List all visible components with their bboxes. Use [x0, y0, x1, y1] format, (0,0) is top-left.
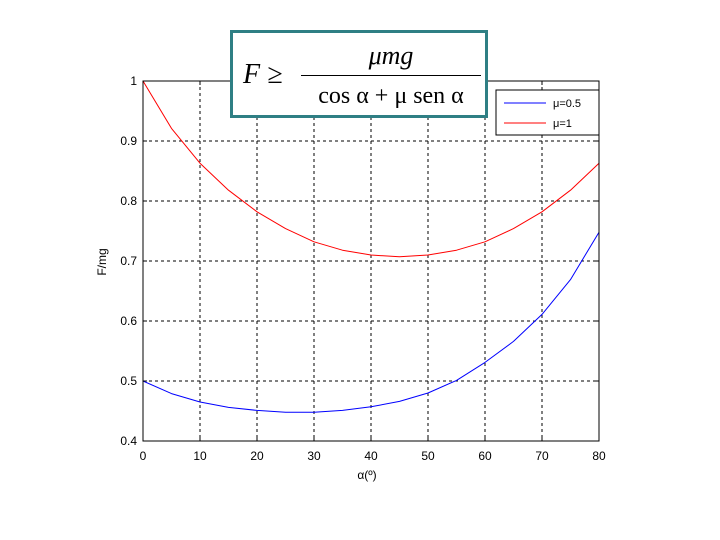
x-axis-label: α(º): [357, 468, 376, 482]
x-tick-label: 60: [478, 449, 492, 463]
y-tick-label: 0.7: [120, 254, 137, 268]
series-lines: [142, 80, 600, 413]
x-tick-label: 20: [250, 449, 264, 463]
formula-numerator: μmg: [368, 41, 414, 70]
x-tick-label: 70: [535, 449, 549, 463]
x-tick-label: 50: [421, 449, 435, 463]
y-axis-label: F/mg: [95, 248, 109, 275]
grid: [143, 81, 599, 441]
formula-box: F ≥ μmg cos α + μ sen α: [230, 30, 488, 118]
x-tick-label: 10: [193, 449, 207, 463]
y-tick-label: 0.6: [120, 314, 137, 328]
legend-label: μ=0.5: [553, 98, 581, 110]
series-line-mu-0-5: [142, 231, 600, 413]
y-tick-label: 0.5: [120, 374, 137, 388]
formula-fraction-bar: [301, 75, 481, 76]
series-line-mu-1: [142, 80, 600, 258]
x-tick-label: 0: [140, 449, 147, 463]
legend-label: μ=1: [553, 118, 572, 130]
formula-lhs: F ≥: [243, 59, 283, 90]
y-tick-label: 0.8: [120, 194, 137, 208]
ticks: 0 10 20 30 40 50 60 70 80 0.4 0.5 0.6 0.7 0.8 0.9 1: [120, 74, 606, 463]
legend-box: [495, 89, 600, 136]
x-tick-label: 30: [307, 449, 321, 463]
y-tick-label: 1: [130, 74, 137, 88]
legend: μ=0.5 μ=1: [495, 89, 600, 136]
y-tick-label: 0.4: [120, 434, 137, 448]
y-tick-label: 0.9: [120, 134, 137, 148]
x-tick-label: 40: [364, 449, 378, 463]
x-tick-label: 80: [592, 449, 606, 463]
formula-denominator: cos α + μ sen α: [318, 83, 464, 109]
